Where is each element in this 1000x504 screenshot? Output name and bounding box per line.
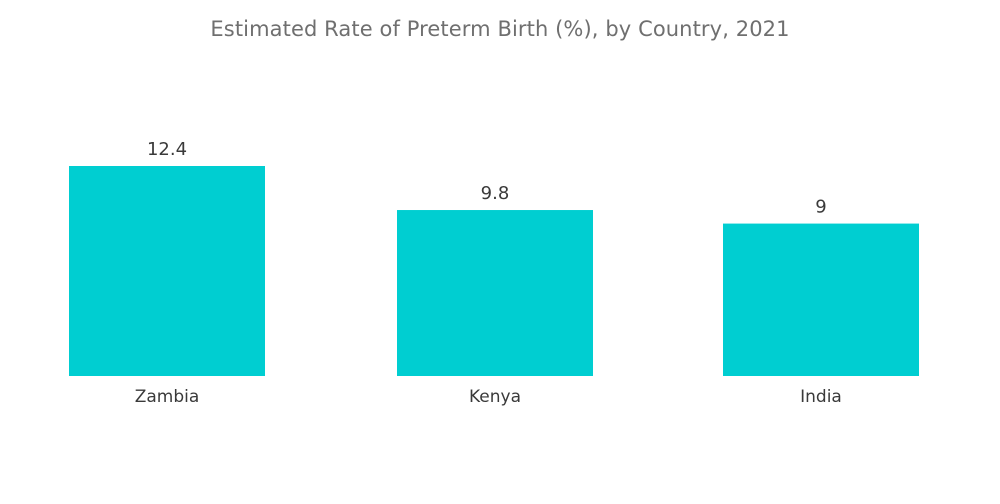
bar-kenya bbox=[397, 210, 593, 376]
value-label-zambia: 12.4 bbox=[147, 139, 187, 160]
category-labels-layer: Zambia Kenya India bbox=[135, 387, 842, 407]
chart-title: Estimated Rate of Preterm Birth (%), by … bbox=[210, 17, 790, 41]
bar-zambia bbox=[69, 166, 265, 376]
value-label-india: 9 bbox=[815, 197, 826, 218]
bar-india bbox=[723, 223, 919, 376]
category-label-india: India bbox=[800, 387, 842, 407]
bars-layer bbox=[69, 166, 919, 376]
category-label-zambia: Zambia bbox=[135, 387, 200, 407]
category-label-kenya: Kenya bbox=[469, 387, 521, 407]
value-label-kenya: 9.8 bbox=[481, 183, 510, 204]
value-labels-layer: 12.4 9.8 9 bbox=[147, 139, 827, 218]
